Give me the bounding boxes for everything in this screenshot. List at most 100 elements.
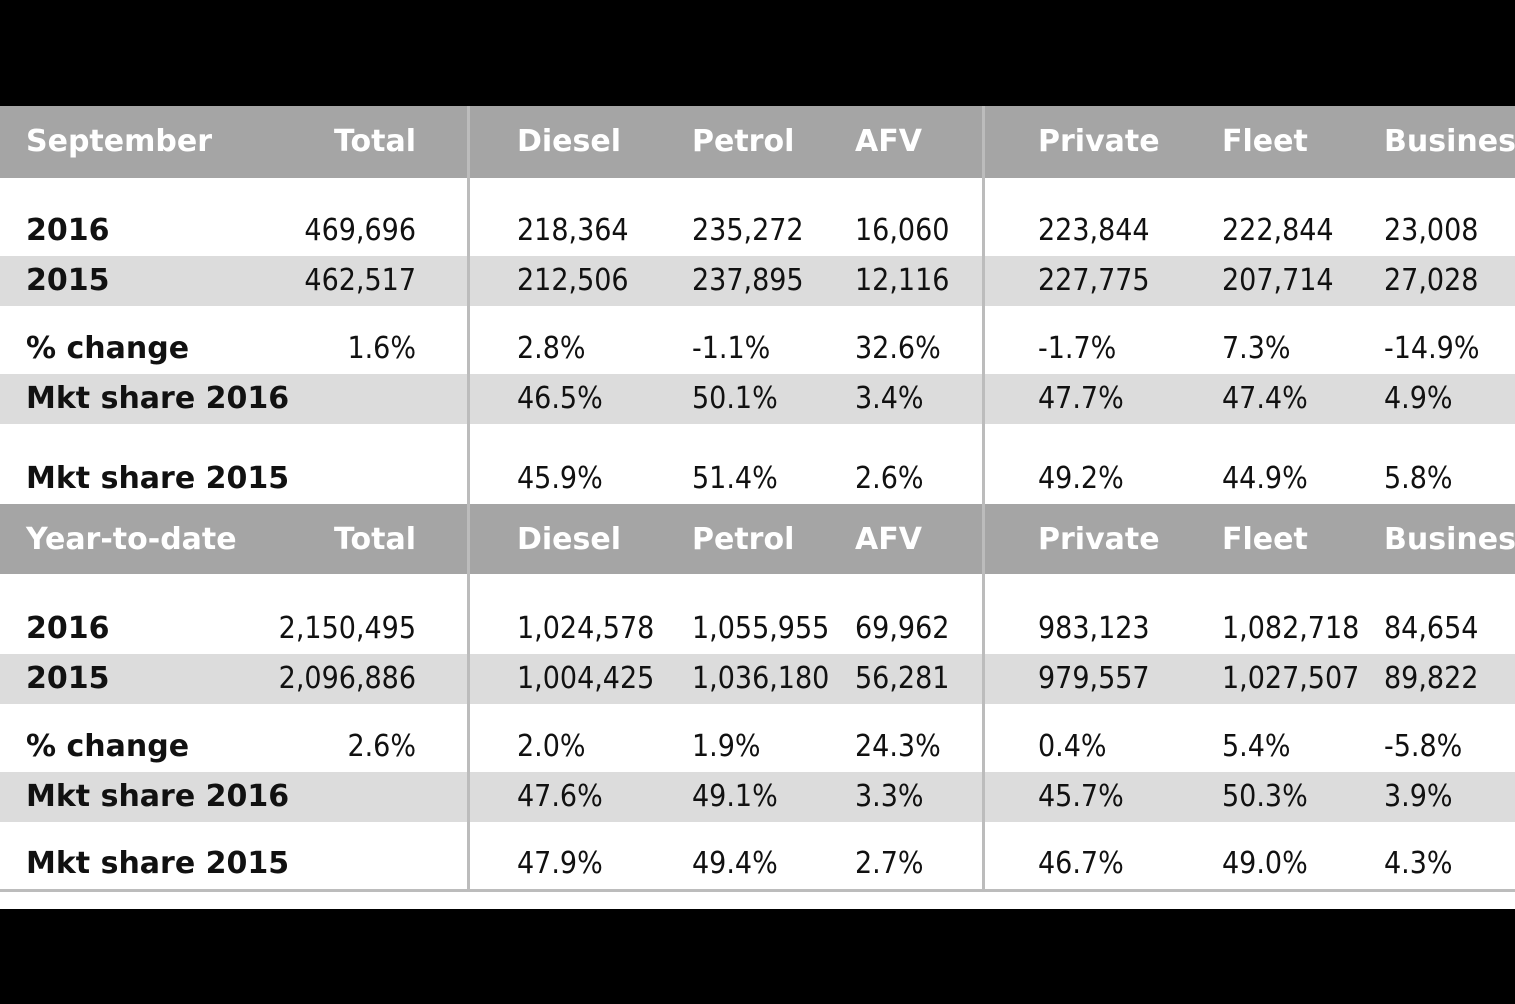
row-label: % change [26, 729, 190, 764]
row-2015: 2015 462,517 212,506 237,895 12,116 227,775 20… [0, 256, 1515, 306]
table-cell: 24.3% [855, 729, 941, 764]
row-2015: 2015 2,096,886 1,004,425 1,036,180 56,281 979… [0, 654, 1515, 704]
header-cell: Fleet [1222, 124, 1308, 159]
table-cell: 16,060 [855, 213, 950, 248]
table-bottom-rule [0, 889, 1515, 892]
table-cell: 51.4% [692, 461, 778, 496]
row-mkt-share-2015: Mkt share 2015 45.9% 51.4% 2.6% 49.2% 44.9% 5.… [0, 424, 1515, 504]
table-cell: 2.7% [855, 846, 924, 881]
header-cell: Diesel [517, 522, 622, 557]
table-cell: 1.6% [347, 331, 416, 366]
table-cell: 223,844 [1038, 213, 1150, 248]
table-cell: 218,364 [517, 213, 629, 248]
row-label: 2015 [26, 661, 110, 696]
header-cell: Private [1038, 522, 1160, 557]
table-cell: 49.0% [1222, 846, 1308, 881]
registrations-table: Mkt share 2015 47.9% 49.4% 2.7% 46.7% 49.0% 4.… [0, 106, 1515, 909]
table-cell: 50.3% [1222, 779, 1308, 814]
row-label: % change [26, 331, 190, 366]
row-2016: 2016 2,150,495 1,024,578 1,055,955 69,962 983… [0, 574, 1515, 654]
table-cell: 1.9% [692, 729, 761, 764]
row-mkt-share-2016: Mkt share 2016 47.6% 49.1% 3.3% 45.7% 50.3% 3.… [0, 772, 1515, 822]
table-cell: 3.9% [1384, 779, 1453, 814]
table-cell: 46.7% [1038, 846, 1124, 881]
row-mkt-share-2016: Mkt share 2016 46.5% 50.1% 3.4% 47.7% 47.4% 4.… [0, 374, 1515, 424]
table-cell: 49.4% [692, 846, 778, 881]
table-cell: 222,844 [1222, 213, 1334, 248]
header-cell: Business [1384, 124, 1515, 159]
table-cell: 47.6% [517, 779, 603, 814]
header-cell: Diesel [517, 124, 622, 159]
table-cell: 2.6% [855, 461, 924, 496]
table-cell: 2,150,495 [278, 611, 416, 646]
header-row: September Total Diesel Petrol AFV Private Flee… [0, 106, 1515, 178]
table-cell: 89,822 [1384, 661, 1479, 696]
table-cell: 45.7% [1038, 779, 1124, 814]
column-divider [982, 106, 985, 891]
table-cell: -1.1% [692, 331, 771, 366]
table-cell: 1,027,507 [1222, 661, 1360, 696]
table-cell: -1.7% [1038, 331, 1117, 366]
table-cell: 56,281 [855, 661, 950, 696]
row-label: 2016 [26, 611, 110, 646]
header-cell: Total [334, 124, 416, 159]
row-label: Mkt share 2016 [26, 381, 290, 416]
table-cell: -5.8% [1384, 729, 1463, 764]
header-cell: Petrol [692, 124, 795, 159]
table-cell: 47.7% [1038, 381, 1124, 416]
table-cell: 2.0% [517, 729, 586, 764]
table-cell: 2.6% [347, 729, 416, 764]
table-cell: 983,123 [1038, 611, 1150, 646]
table-cell: 49.1% [692, 779, 778, 814]
table-cell: 45.9% [517, 461, 603, 496]
table-cell: 469,696 [304, 213, 416, 248]
table-cell: 207,714 [1222, 263, 1334, 298]
table-cell: 69,962 [855, 611, 950, 646]
table-cell: -14.9% [1384, 331, 1480, 366]
table-cell: 4.3% [1384, 846, 1453, 881]
table-cell: 3.4% [855, 381, 924, 416]
table-cell: 1,082,718 [1222, 611, 1360, 646]
table-cell: 4.9% [1384, 381, 1453, 416]
table-cell: 1,004,425 [517, 661, 655, 696]
row-mkt-share-2015: Mkt share 2015 47.9% 49.4% 2.7% 46.7% 49.0% 4.… [0, 822, 1515, 889]
header-cell: AFV [855, 124, 922, 159]
row-label: Mkt share 2015 [26, 846, 290, 881]
table-cell: 5.8% [1384, 461, 1453, 496]
header-cell: Year-to-date [26, 522, 237, 557]
table-cell: 47.4% [1222, 381, 1308, 416]
table-cell: 1,055,955 [692, 611, 830, 646]
header-cell: Private [1038, 124, 1160, 159]
table-cell: 0.4% [1038, 729, 1107, 764]
table-cell: 212,506 [517, 263, 629, 298]
header-cell: Total [334, 522, 416, 557]
row-percent-change: % change 2.6% 2.0% 1.9% 24.3% 0.4% 5.4% -5.8% [0, 704, 1515, 772]
table-cell: 227,775 [1038, 263, 1150, 298]
row-percent-change: % change 1.6% 2.8% -1.1% 32.6% -1.7% 7.3% -14.9… [0, 306, 1515, 374]
table-cell: 23,008 [1384, 213, 1479, 248]
header-cell: AFV [855, 522, 922, 557]
row-label: Mkt share 2015 [26, 461, 290, 496]
header-cell: Fleet [1222, 522, 1308, 557]
table-cell: 32.6% [855, 331, 941, 366]
table-cell: 2,096,886 [278, 661, 416, 696]
table-cell: 979,557 [1038, 661, 1150, 696]
column-divider [467, 106, 470, 891]
table-cell: 49.2% [1038, 461, 1124, 496]
table-cell: 235,272 [692, 213, 804, 248]
table-cell: 12,116 [855, 263, 950, 298]
header-cell: Business [1384, 522, 1515, 557]
table-cell: 44.9% [1222, 461, 1308, 496]
table-cell: 237,895 [692, 263, 804, 298]
table-cell: 5.4% [1222, 729, 1291, 764]
header-cell: Petrol [692, 522, 795, 557]
table-cell: 3.3% [855, 779, 924, 814]
header-cell: September [26, 124, 212, 159]
table-cell: 27,028 [1384, 263, 1479, 298]
row-label: 2015 [26, 263, 110, 298]
table-cell: 46.5% [517, 381, 603, 416]
row-label: Mkt share 2016 [26, 779, 290, 814]
table-cell: 2.8% [517, 331, 586, 366]
header-row: Year-to-date Total Diesel Petrol AFV Private F… [0, 504, 1515, 574]
table-cell: 7.3% [1222, 331, 1291, 366]
